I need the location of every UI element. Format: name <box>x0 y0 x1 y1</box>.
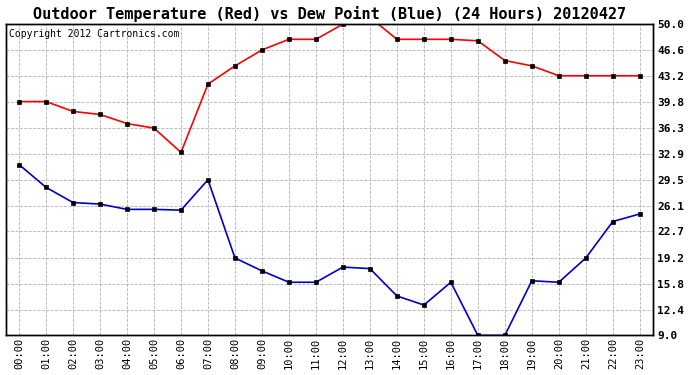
Text: Copyright 2012 Cartronics.com: Copyright 2012 Cartronics.com <box>9 29 179 39</box>
Title: Outdoor Temperature (Red) vs Dew Point (Blue) (24 Hours) 20120427: Outdoor Temperature (Red) vs Dew Point (… <box>33 6 626 21</box>
